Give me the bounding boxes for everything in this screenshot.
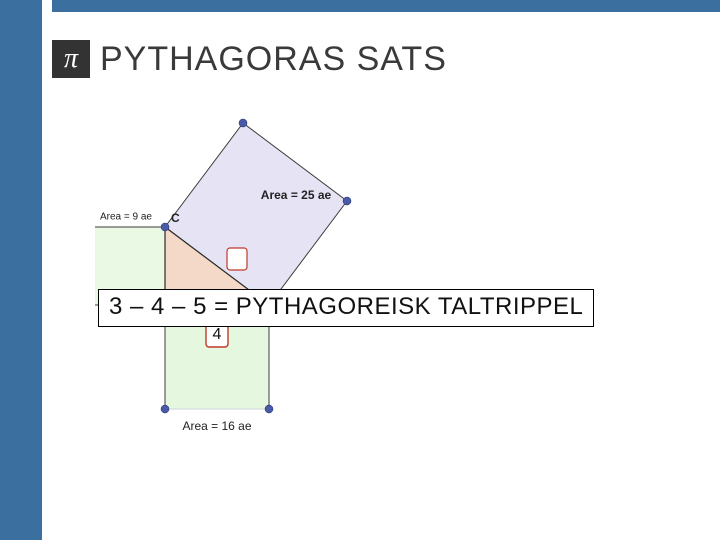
left-stripe — [0, 0, 42, 540]
svg-text:Area = 9 ae: Area = 9 ae — [100, 212, 152, 223]
pythagoras-diagram: Area = 9 aeArea = 16 aeArea = 25 ae4CB — [95, 95, 415, 475]
slide-title: PYTHAGORAS SATS — [100, 40, 447, 79]
taltrippel-callout: 3 – 4 – 5 = PYTHAGOREISK TALTRIPPEL — [98, 289, 594, 327]
svg-text:Area = 16 ae: Area = 16 ae — [182, 419, 251, 433]
top-bar — [52, 0, 720, 12]
svg-text:Area = 25 ae: Area = 25 ae — [261, 188, 332, 202]
slide: π PYTHAGORAS SATS Area = 9 ae Area = 16 a… — [0, 0, 720, 540]
pi-badge: π — [52, 40, 90, 78]
pi-symbol: π — [64, 43, 78, 75]
svg-text:4: 4 — [213, 326, 222, 343]
svg-text:C: C — [171, 211, 180, 225]
